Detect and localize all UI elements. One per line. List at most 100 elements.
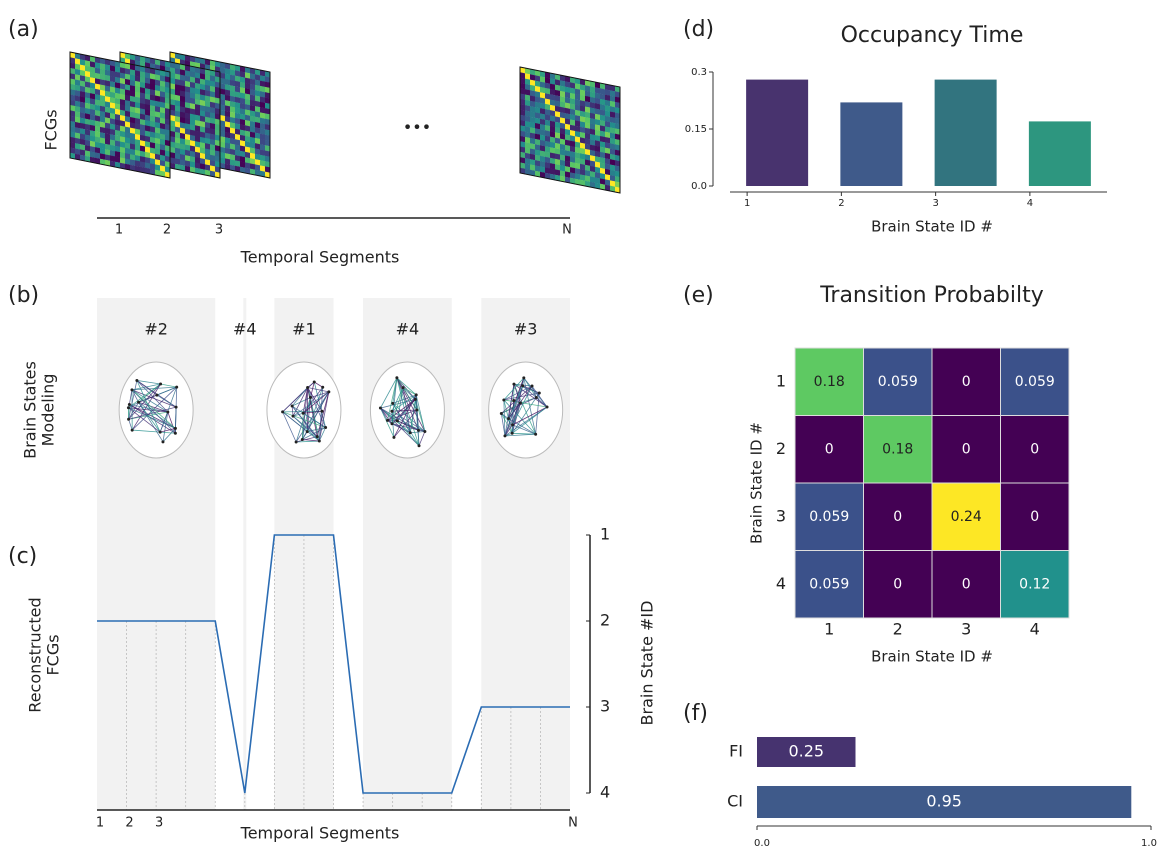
matrix-cell <box>520 162 526 169</box>
matrix-cell <box>230 143 236 151</box>
matrix-cell <box>150 73 156 80</box>
matrix-cell <box>215 139 221 147</box>
matrix-cell <box>120 77 126 85</box>
matrix-cell <box>110 139 116 147</box>
matrix-cell <box>590 139 596 146</box>
matrix-cell <box>560 96 566 103</box>
brain-node <box>159 382 163 386</box>
matrix-cell <box>205 100 211 108</box>
matrix-cell <box>225 153 231 160</box>
matrix-cell <box>520 157 526 164</box>
matrix-cell <box>240 97 246 105</box>
brain-node <box>408 431 412 435</box>
brain-node <box>127 402 131 406</box>
heatmap-cell <box>794 415 864 484</box>
matrix-cell <box>525 89 531 96</box>
matrix-cell <box>580 94 586 102</box>
matrix-cell <box>605 110 611 118</box>
matrix-cell <box>530 90 536 97</box>
matrix-cell <box>175 153 181 160</box>
matrix-cell <box>95 94 101 101</box>
matrix-cell <box>105 127 111 135</box>
matrix-cell <box>265 102 271 110</box>
matrix-cell <box>145 77 151 85</box>
matrix-cell <box>590 102 596 109</box>
y-tick-label: 4 <box>600 783 610 802</box>
matrix-cell <box>560 74 566 82</box>
brain-edge <box>512 406 548 426</box>
matrix-cell <box>595 150 601 158</box>
matrix-cell <box>520 114 526 122</box>
matrix-cell <box>565 97 571 104</box>
matrix-cell <box>85 81 91 89</box>
matrix-cell <box>550 110 556 117</box>
matrix-cell <box>595 103 601 110</box>
state-label: #1 <box>292 320 316 339</box>
matrix-cell <box>125 94 131 102</box>
matrix-cell <box>245 104 251 111</box>
matrix-cell <box>110 118 116 125</box>
brain-edge <box>282 411 326 428</box>
brain-network <box>118 361 194 459</box>
matrix-cell <box>540 97 546 105</box>
matrix-cell <box>130 159 136 166</box>
bar <box>934 79 997 186</box>
matrix-cell <box>110 107 116 115</box>
matrix-cell <box>210 91 216 98</box>
matrix-cell <box>260 101 266 109</box>
cell-label: 0 <box>962 441 971 457</box>
matrix-cell <box>90 130 96 137</box>
matrix-cell <box>185 102 191 109</box>
matrix-cell <box>160 85 166 93</box>
brain-edge <box>307 387 329 393</box>
matrix-cell <box>240 103 246 110</box>
brain-node <box>317 439 321 443</box>
matrix-cell <box>570 135 576 142</box>
matrix-cell <box>225 147 231 155</box>
matrix-cell <box>165 129 171 136</box>
brain-node <box>321 385 325 389</box>
matrix-cell <box>550 115 556 122</box>
matrix-cell <box>105 64 111 71</box>
brain-edge <box>397 420 419 431</box>
matrix-cell <box>200 67 206 75</box>
matrix-cell <box>195 135 201 143</box>
matrix-cell <box>125 73 131 81</box>
matrix-cell <box>570 140 576 148</box>
matrix-cell <box>220 152 226 159</box>
matrix-cell <box>550 88 556 96</box>
matrix-cell <box>115 124 121 132</box>
matrix-cell <box>185 64 191 72</box>
y-tick-label: 0.3 <box>691 67 707 78</box>
matrix-cell <box>570 108 576 116</box>
matrix-cell <box>215 92 221 99</box>
matrix-cell <box>605 147 611 155</box>
matrix-cell <box>235 86 241 93</box>
matrix-cell <box>95 72 101 80</box>
matrix-cell <box>550 163 556 170</box>
matrix-cell <box>145 82 151 90</box>
brain-node <box>537 391 541 395</box>
matrix-cell <box>250 110 256 117</box>
matrix-cell <box>115 108 121 116</box>
matrix-cell <box>85 60 91 67</box>
matrix-cell <box>190 161 196 168</box>
matrix-cell <box>235 149 241 157</box>
matrix-cell <box>175 94 181 102</box>
matrix-cell <box>245 157 251 164</box>
matrix-cell <box>555 174 561 182</box>
matrix-cell <box>85 129 91 136</box>
matrix-cell <box>530 164 536 171</box>
brain-node <box>301 411 305 415</box>
brain-edge <box>504 406 548 437</box>
matrix-cell <box>215 81 221 89</box>
matrix-cell <box>70 105 76 112</box>
brain-edge <box>418 431 426 446</box>
matrix-cell <box>165 171 171 179</box>
matrix-cell <box>520 98 526 106</box>
matrix-cell <box>220 125 226 133</box>
matrix-cell <box>525 115 531 123</box>
matrix-cell <box>570 129 576 137</box>
matrix-cell <box>155 159 161 166</box>
matrix-cell <box>265 76 271 83</box>
